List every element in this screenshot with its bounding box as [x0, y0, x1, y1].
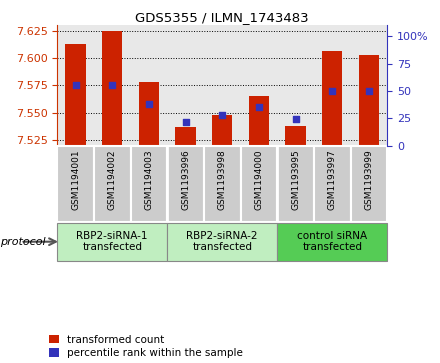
FancyBboxPatch shape: [277, 223, 387, 261]
Point: [292, 117, 299, 122]
Text: GSM1194001: GSM1194001: [71, 150, 80, 210]
FancyBboxPatch shape: [57, 223, 167, 261]
FancyBboxPatch shape: [204, 146, 241, 222]
Text: GSM1194000: GSM1194000: [254, 150, 264, 210]
Text: GSM1193996: GSM1193996: [181, 150, 190, 210]
Point: [255, 105, 262, 110]
FancyBboxPatch shape: [167, 146, 204, 222]
Text: GSM1193999: GSM1193999: [364, 150, 374, 210]
FancyBboxPatch shape: [57, 146, 94, 222]
Text: GSM1194003: GSM1194003: [144, 150, 154, 210]
Legend: transformed count, percentile rank within the sample: transformed count, percentile rank withi…: [49, 335, 243, 358]
Text: control siRNA
transfected: control siRNA transfected: [297, 231, 367, 253]
Point: [219, 112, 226, 118]
FancyBboxPatch shape: [241, 146, 277, 222]
Text: protocol: protocol: [0, 237, 46, 247]
Point: [145, 101, 152, 107]
Text: GSM1193995: GSM1193995: [291, 150, 300, 210]
Text: GSM1194002: GSM1194002: [108, 150, 117, 210]
FancyBboxPatch shape: [351, 146, 387, 222]
Bar: [102, 31, 122, 146]
Bar: [176, 127, 196, 146]
Point: [329, 88, 336, 94]
Bar: [286, 126, 306, 146]
FancyBboxPatch shape: [277, 146, 314, 222]
Point: [365, 88, 372, 94]
Bar: [139, 82, 159, 146]
Text: GSM1193997: GSM1193997: [328, 150, 337, 210]
Bar: [322, 50, 342, 146]
Point: [109, 83, 116, 89]
Bar: [249, 97, 269, 146]
Text: RBP2-siRNA-1
transfected: RBP2-siRNA-1 transfected: [77, 231, 148, 253]
Text: GSM1193998: GSM1193998: [218, 150, 227, 210]
Text: RBP2-siRNA-2
transfected: RBP2-siRNA-2 transfected: [187, 231, 258, 253]
Bar: [359, 55, 379, 146]
Bar: [212, 115, 232, 146]
FancyBboxPatch shape: [94, 146, 131, 222]
Point: [182, 119, 189, 125]
FancyBboxPatch shape: [314, 146, 351, 222]
Point: [72, 83, 79, 89]
FancyBboxPatch shape: [131, 146, 167, 222]
Title: GDS5355 / ILMN_1743483: GDS5355 / ILMN_1743483: [136, 11, 309, 24]
FancyBboxPatch shape: [167, 223, 277, 261]
Bar: [66, 44, 86, 146]
